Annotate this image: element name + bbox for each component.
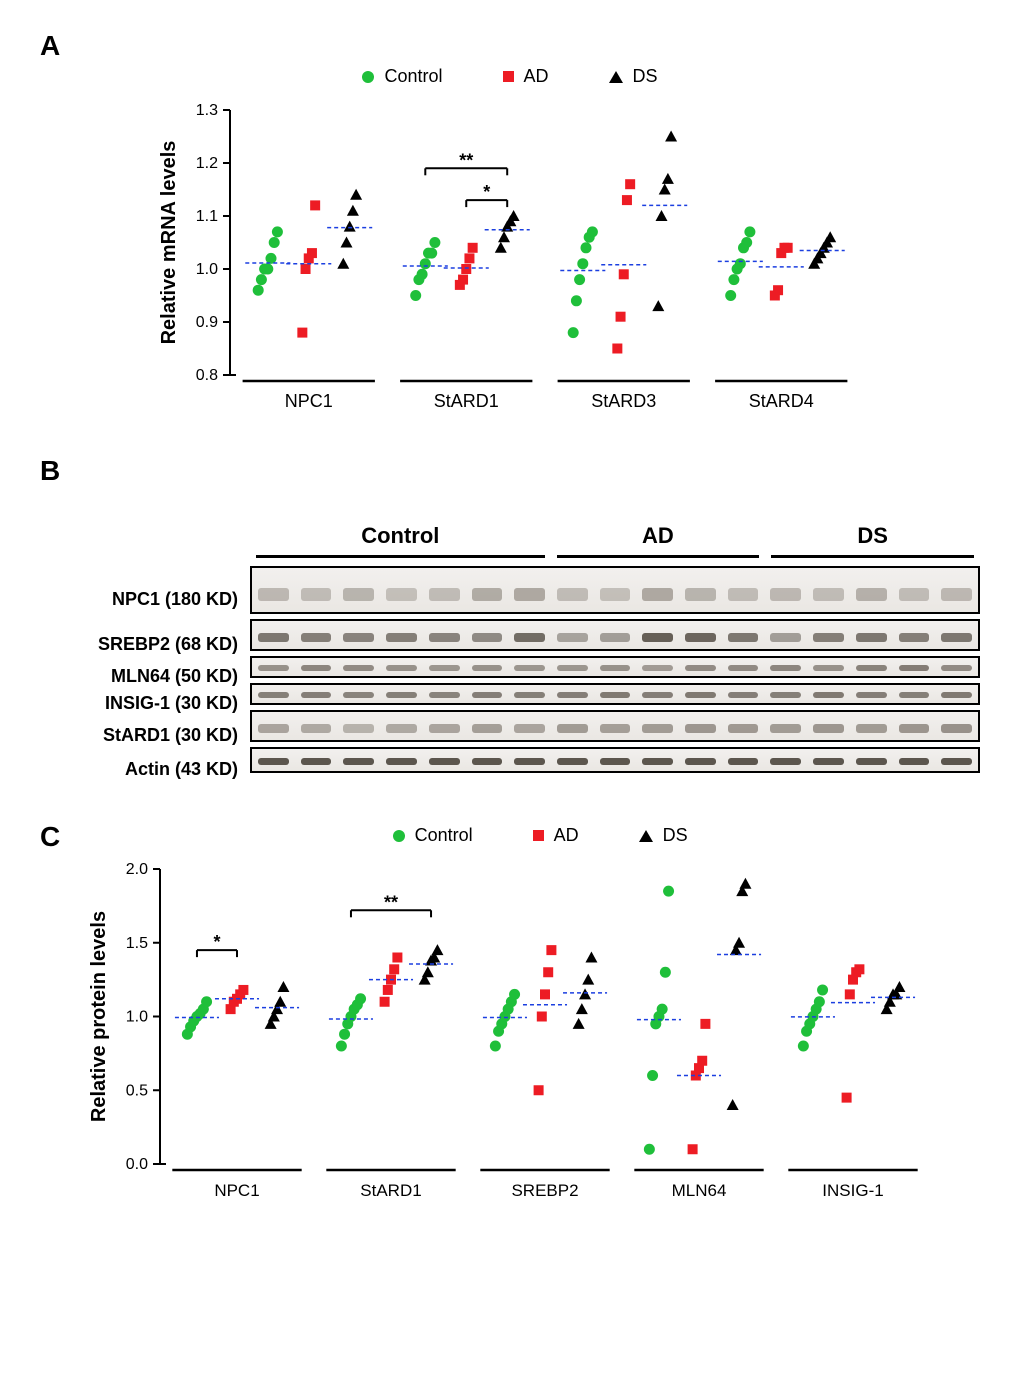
svg-text:1.0: 1.0 (126, 1009, 148, 1026)
blot-group-header: ControlADDS (250, 523, 980, 549)
blot-row (250, 710, 980, 742)
svg-text:SREBP2: SREBP2 (511, 1181, 578, 1200)
legend-item-ds: DS (609, 66, 658, 87)
svg-text:MLN64: MLN64 (672, 1181, 727, 1200)
svg-text:**: ** (384, 892, 398, 912)
svg-text:1.5: 1.5 (126, 935, 148, 952)
legend-item-ad: AD (533, 825, 579, 846)
svg-text:*: * (213, 932, 220, 952)
blot-row (250, 656, 980, 678)
svg-text:1.1: 1.1 (196, 208, 218, 225)
blot-row (250, 747, 980, 773)
svg-text:NPC1: NPC1 (285, 391, 333, 411)
blot-group-label: AD (551, 523, 766, 549)
blot-row-label: Actin (43 KD) (40, 756, 238, 787)
legend-item-control: Control (393, 825, 473, 846)
blot-row (250, 619, 980, 651)
legend-label: AD (524, 66, 549, 87)
legend-a: Control AD DS (40, 66, 980, 87)
legend-label: DS (663, 825, 688, 846)
circle-icon (362, 71, 374, 83)
svg-text:Relative protein levels: Relative protein levels (88, 911, 110, 1122)
svg-text:StARD1: StARD1 (360, 1181, 421, 1200)
panel-c-label: C (40, 821, 60, 853)
svg-text:2.0: 2.0 (126, 861, 148, 878)
legend-item-ad: AD (503, 66, 549, 87)
legend-label: AD (554, 825, 579, 846)
square-icon (503, 71, 514, 82)
blot-row-label: MLN64 (50 KD) (40, 665, 238, 692)
legend-label: DS (633, 66, 658, 87)
panel-b-label: B (40, 455, 980, 487)
svg-text:1.0: 1.0 (196, 261, 218, 278)
svg-text:1.3: 1.3 (196, 102, 218, 119)
circle-icon (393, 830, 405, 842)
square-icon (533, 830, 544, 841)
svg-text:0.9: 0.9 (196, 314, 218, 331)
svg-text:Relative mRNA levels: Relative mRNA levels (158, 141, 180, 345)
svg-text:INSIG-1: INSIG-1 (822, 1181, 883, 1200)
triangle-icon (639, 830, 653, 842)
svg-text:**: ** (459, 150, 473, 170)
blot-row-label: SREBP2 (68 KD) (40, 628, 238, 665)
svg-text:0.0: 0.0 (126, 1156, 148, 1173)
blot-row (250, 683, 980, 705)
panel-a-label: A (40, 30, 980, 62)
blot-row (250, 566, 980, 614)
svg-text:StARD1: StARD1 (434, 391, 499, 411)
blot-row-label: INSIG-1 (30 KD) (40, 692, 238, 719)
svg-text:StARD3: StARD3 (591, 391, 656, 411)
blot-row-label: NPC1 (180 KD) (40, 575, 238, 628)
legend-c: Control AD DS (100, 825, 980, 846)
blot-row-label: StARD1 (30 KD) (40, 719, 238, 756)
triangle-icon (609, 71, 623, 83)
svg-text:0.8: 0.8 (196, 367, 218, 384)
legend-item-ds: DS (639, 825, 688, 846)
chart-protein: 0.0 0.5 1.0 1.5 2.0 Relative protein levels NP… (70, 854, 950, 1214)
svg-text:StARD4: StARD4 (749, 391, 814, 411)
legend-label: Control (384, 66, 442, 87)
chart-mrna: 0.8 0.9 1.0 1.1 1.2 1.3 Relative mRNA levels NP… (140, 95, 880, 425)
blot-group-label: Control (250, 523, 551, 549)
legend-item-control: Control (362, 66, 442, 87)
svg-text:*: * (483, 182, 490, 202)
svg-text:NPC1: NPC1 (214, 1181, 259, 1200)
svg-text:1.2: 1.2 (196, 155, 218, 172)
blot-group-label: DS (765, 523, 980, 549)
western-blot: NPC1 (180 KD)SREBP2 (68 KD)MLN64 (50 KD)… (40, 523, 980, 787)
svg-text:0.5: 0.5 (126, 1082, 148, 1099)
legend-label: Control (415, 825, 473, 846)
